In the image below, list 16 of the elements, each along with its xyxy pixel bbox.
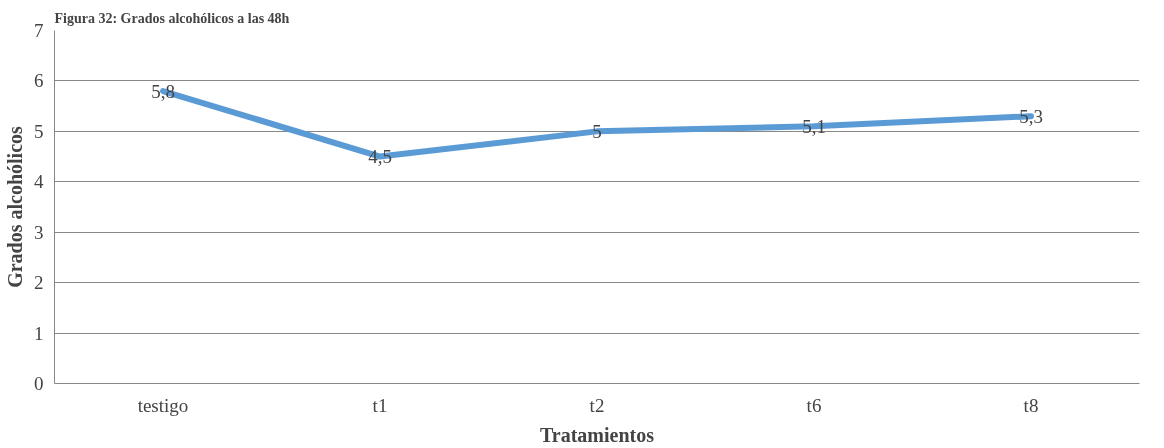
x-tick-label: t2 xyxy=(589,394,605,416)
y-tick-label: 0 xyxy=(34,373,44,394)
chart-title: Figura 32: Grados alcohólicos a las 48h xyxy=(54,10,290,26)
y-tick-label: 7 xyxy=(34,20,44,41)
x-tick-label: t6 xyxy=(806,394,822,416)
y-tick-label: 6 xyxy=(34,70,44,92)
y-tick-label: 4 xyxy=(34,171,44,193)
y-axis-title: Grados alcohólicos xyxy=(4,125,26,288)
y-tick-label: 5 xyxy=(34,120,44,142)
x-tick-label: t1 xyxy=(372,394,388,416)
y-tick-label: 2 xyxy=(34,272,44,294)
x-axis-title: Tratamientos xyxy=(539,423,655,446)
x-tick-label: t8 xyxy=(1023,394,1039,416)
y-tick-label: 1 xyxy=(34,322,44,344)
y-tick-label: 3 xyxy=(34,221,44,243)
x-tick-label: testigo xyxy=(137,394,189,416)
